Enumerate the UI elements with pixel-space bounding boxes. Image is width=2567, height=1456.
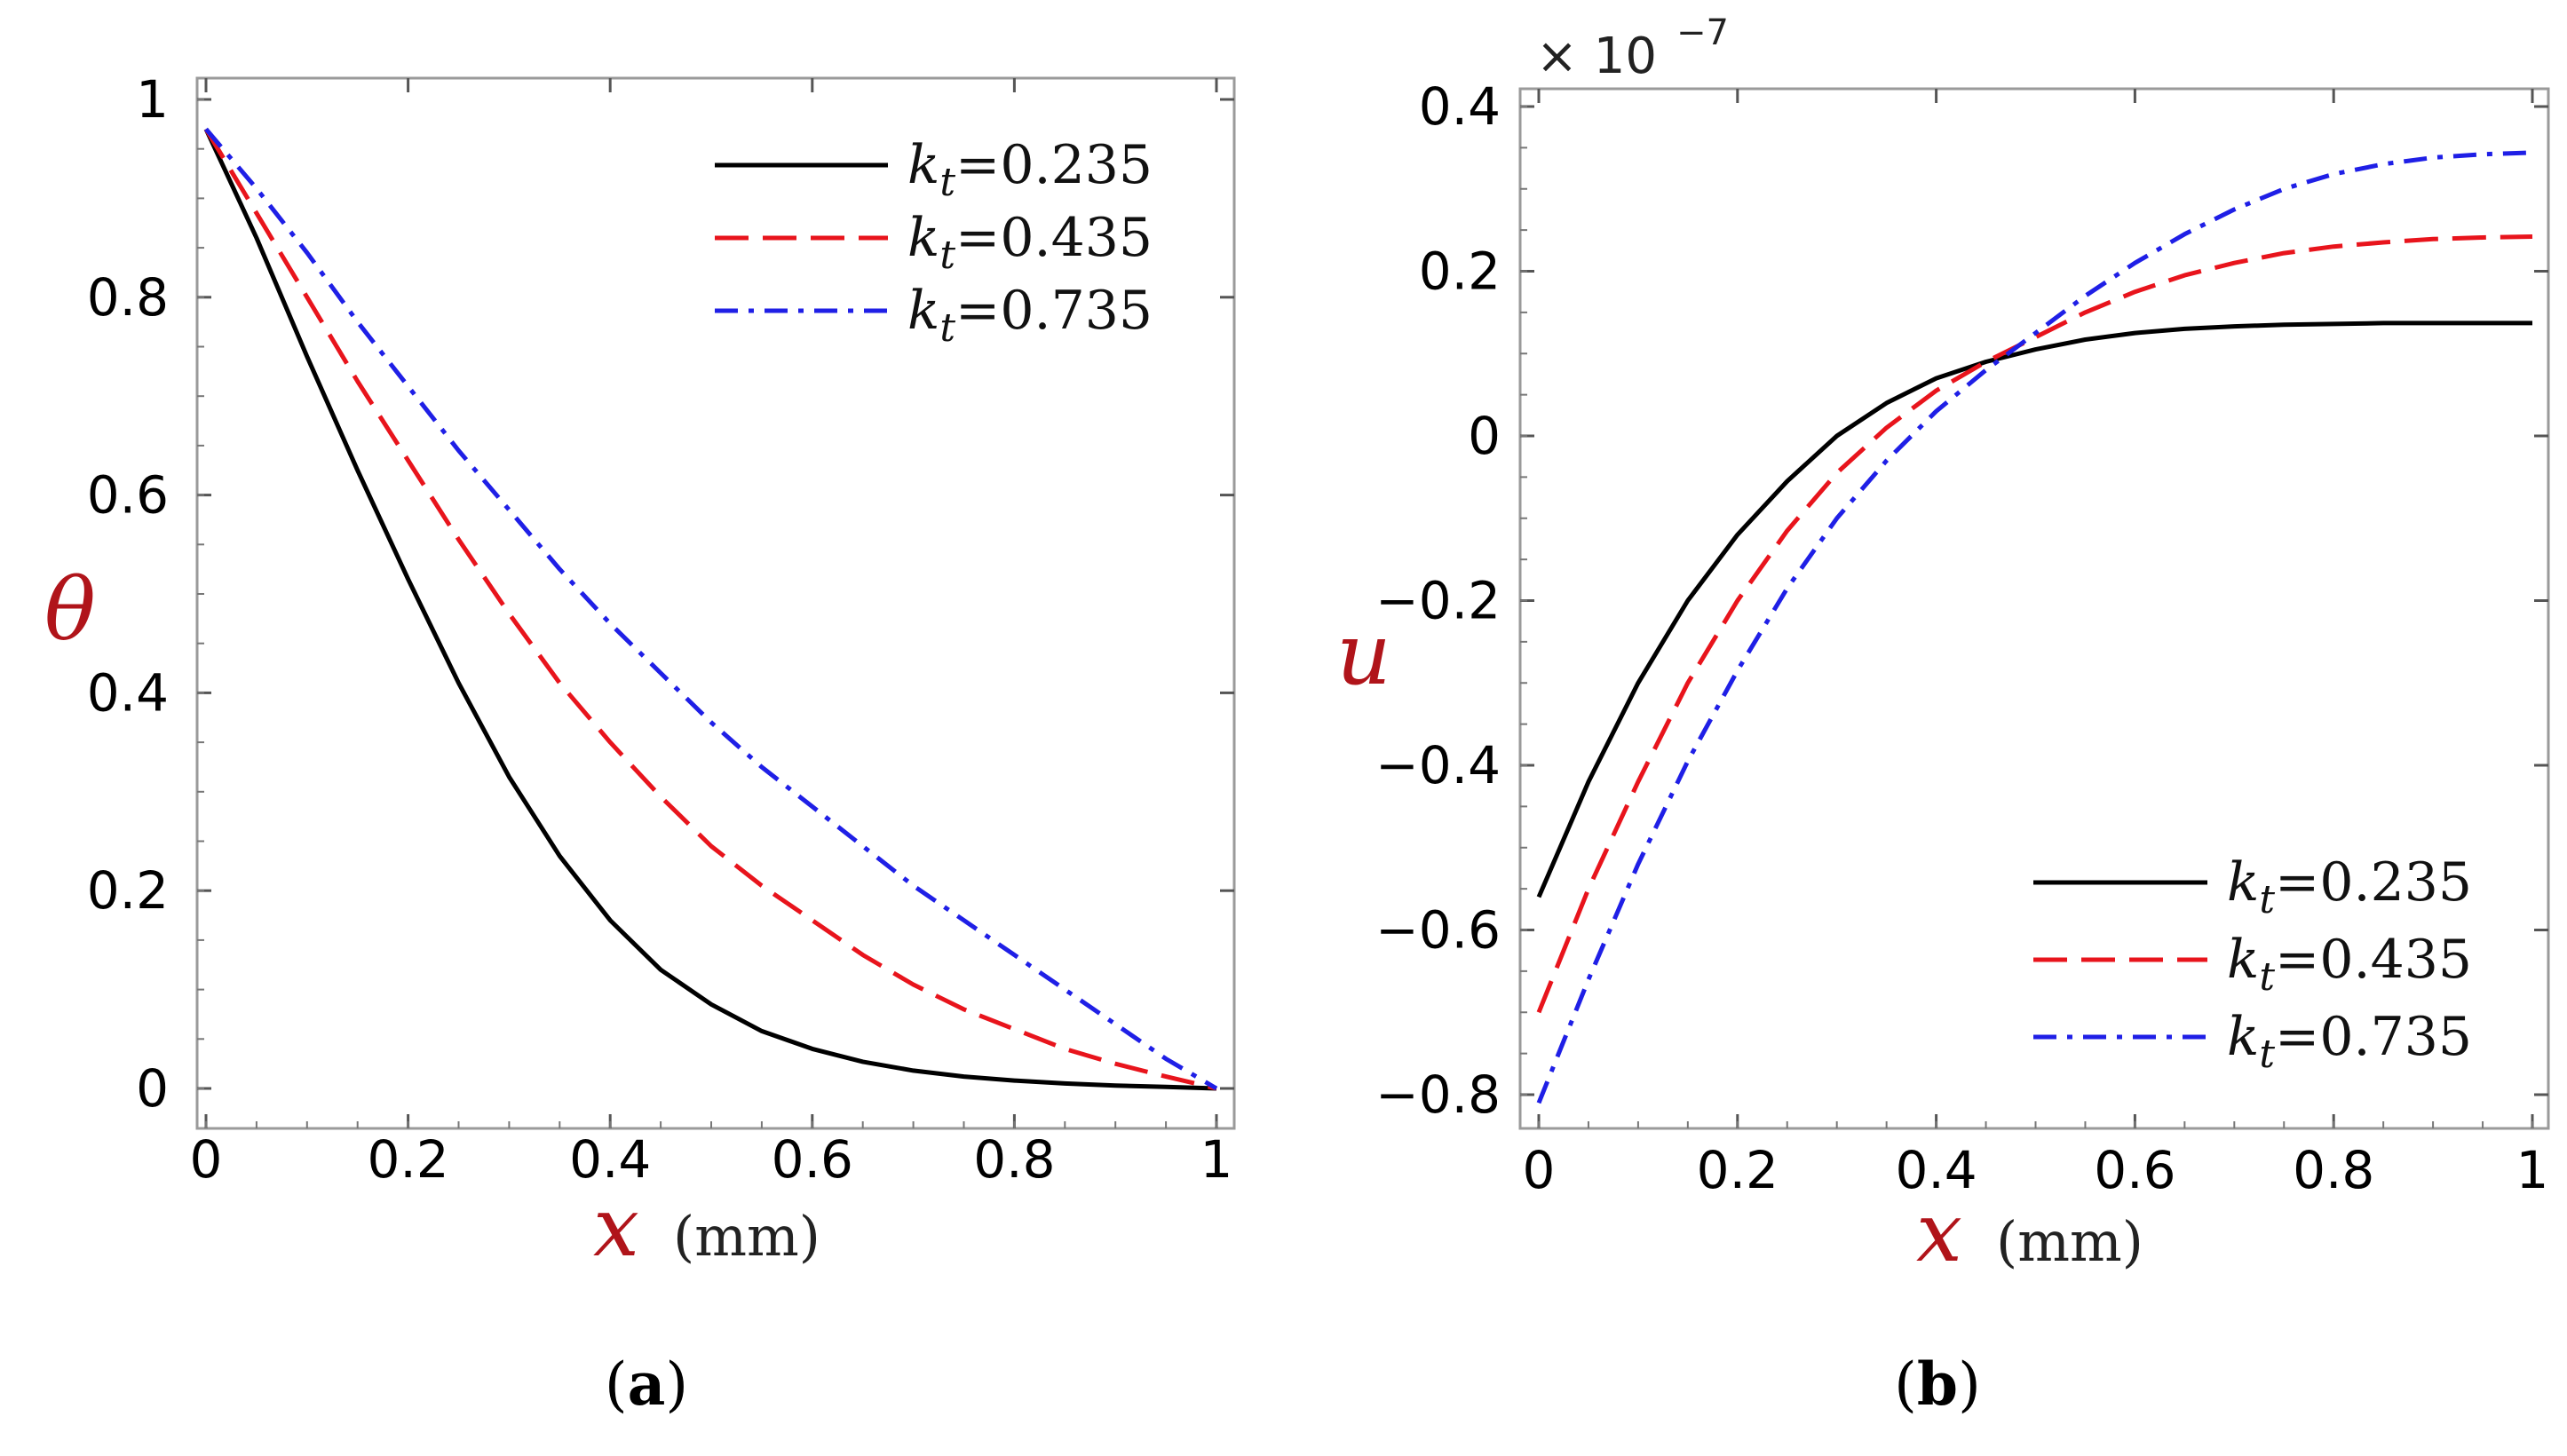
x-tick-label: 0.2 [1697, 1140, 1779, 1200]
series-line [1536, 234, 2533, 1014]
series-line [203, 128, 1217, 1091]
x-axis-label: x [593, 1180, 639, 1275]
plot-frame [195, 76, 1236, 1130]
y-tick-label: −0.4 [1375, 735, 1501, 795]
legend-label: kt=0.435 [2227, 929, 2472, 1000]
legend-label: kt=0.235 [2227, 851, 2472, 922]
legend-label: kt=0.435 [907, 207, 1153, 278]
x-axis-label: x [1916, 1185, 1962, 1280]
panel-b-chart: 0 0.2 0.4 0.6 0.8 1 −0.8 −0.6 −0.4 −0.2 0 0.2 0.4 u x (… [1336, 12, 2550, 1419]
y-multiplier-exponent: −7 [1676, 12, 1729, 53]
y-tick-label: 0 [1468, 406, 1501, 466]
y-tick-label: −0.6 [1375, 900, 1501, 961]
panel-a-chart: 0 0.2 0.4 0.6 0.8 1 0 0.2 0.4 0.6 0.8 1 θ x (mm) kt=0.2… [44, 69, 1236, 1419]
y-tick-label: 0.4 [87, 662, 169, 723]
y-tick-label: 0.6 [87, 465, 169, 526]
x-tick-label: 0.4 [1895, 1140, 1977, 1200]
y-tick-label: 0.2 [87, 860, 169, 921]
x-tick-label: 0 [1523, 1140, 1556, 1200]
y-tick-label: 0 [136, 1058, 169, 1119]
y-tick-label: −0.8 [1375, 1064, 1501, 1125]
x-tick-label: 0.8 [2293, 1140, 2374, 1200]
x-tick-label: 0 [190, 1129, 223, 1190]
series-line [1536, 150, 2533, 1104]
plot-frame [1518, 87, 2550, 1130]
legend-label: kt=0.735 [907, 280, 1153, 351]
x-tick-label: 1 [2516, 1140, 2549, 1200]
legend-label: kt=0.235 [907, 134, 1153, 205]
series-line [204, 127, 1218, 1091]
y-tick-label: 0.8 [87, 267, 169, 328]
panel-label: (a) [605, 1349, 688, 1419]
y-axis-label: θ [44, 560, 96, 660]
x-tick-label: 0.6 [2094, 1140, 2175, 1200]
x-tick-label: 1 [1200, 1129, 1233, 1190]
series-line [203, 128, 1217, 1091]
y-tick-label: 0.2 [1419, 241, 1501, 302]
y-axis-label: u [1336, 605, 1391, 704]
x-tick-label: 0.6 [772, 1129, 853, 1190]
y-multiplier: × 10 [1536, 28, 1657, 85]
x-tick-label: 0.2 [367, 1129, 448, 1190]
series-line [1536, 320, 2532, 898]
x-tick-label: 0.8 [973, 1129, 1055, 1190]
y-tick-label: −0.2 [1375, 571, 1501, 631]
x-axis-unit: (mm) [1996, 1209, 2143, 1274]
legend-label: kt=0.735 [2227, 1006, 2472, 1077]
x-tick-label: 0.4 [569, 1129, 651, 1190]
y-tick-label: 0.4 [1419, 76, 1501, 137]
y-tick-label: 1 [136, 69, 169, 130]
x-axis-unit: (mm) [673, 1204, 820, 1269]
panel-label: (b) [1894, 1349, 1981, 1419]
